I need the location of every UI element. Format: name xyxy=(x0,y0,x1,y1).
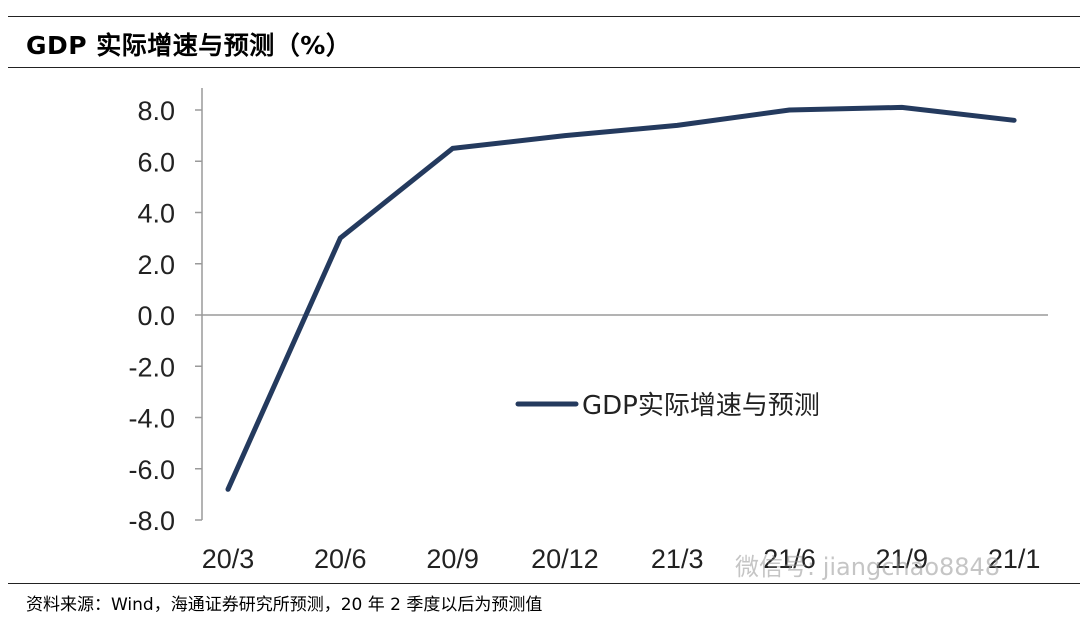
x-tick-label: 20/12 xyxy=(531,544,599,574)
bottom-rule xyxy=(8,583,1080,584)
y-tick-label: -4.0 xyxy=(128,404,175,434)
x-tick-label: 20/6 xyxy=(314,544,367,574)
x-tick-label: 21/3 xyxy=(651,544,704,574)
y-tick-label: 6.0 xyxy=(137,147,175,177)
top-rule xyxy=(8,16,1080,17)
page-title: GDP 实际增速与预测（%） xyxy=(26,31,352,60)
y-tick-label: -6.0 xyxy=(128,455,175,485)
title-rule xyxy=(8,67,1080,68)
x-tick-label: 21/6 xyxy=(763,544,816,574)
source-note: 资料来源：Wind，海通证券研究所预测，20 年 2 季度以后为预测值 xyxy=(26,595,543,615)
x-tick-label: 20/9 xyxy=(426,544,479,574)
y-tick-label: 0.0 xyxy=(137,301,175,331)
y-tick-label: -2.0 xyxy=(128,352,175,382)
series-line xyxy=(225,104,1017,492)
line-chart: 8.0 6.0 4.0 2.0 0.0 -2.0 -4.0 -6.0 -8.0 20/3 20/6 2… xyxy=(128,88,1048,574)
y-tick-label: -8.0 xyxy=(128,506,175,536)
x-tick-label: 21/1 xyxy=(988,544,1041,574)
y-tick-label: 4.0 xyxy=(137,199,175,229)
y-tick-label: 8.0 xyxy=(137,96,175,126)
legend-label: GDP实际增速与预测 xyxy=(582,391,820,421)
x-tick-label: 21/9 xyxy=(876,544,929,574)
y-tick-label: 2.0 xyxy=(137,250,175,280)
x-tick-label: 20/3 xyxy=(202,544,255,574)
watermark: 微信号: jiangchao8848 xyxy=(735,553,1001,581)
